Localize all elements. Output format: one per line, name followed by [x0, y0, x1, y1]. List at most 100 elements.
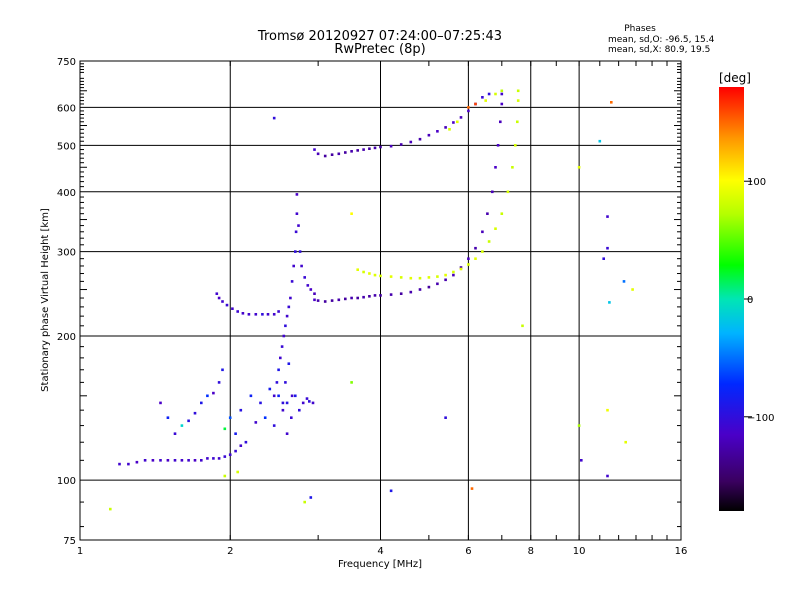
data-point — [598, 139, 602, 143]
x-tick-labels: 1 2 4 6 8 10 16 — [77, 546, 688, 557]
data-point — [193, 411, 197, 415]
data-point — [409, 290, 413, 294]
data-point — [279, 356, 282, 360]
data-point — [373, 146, 377, 150]
data-point — [285, 432, 289, 435]
data-point — [337, 152, 341, 156]
data-point — [305, 397, 309, 400]
data-point — [521, 324, 524, 328]
data-point — [427, 133, 431, 137]
data-point — [221, 368, 224, 372]
data-point — [309, 496, 313, 499]
data-point — [212, 457, 215, 460]
y-tick-label: 500 — [57, 141, 76, 152]
data-point — [399, 143, 403, 146]
data-point — [261, 313, 264, 316]
data-point — [500, 102, 504, 106]
data-point — [452, 270, 455, 274]
data-point — [206, 457, 209, 460]
data-point — [444, 416, 447, 419]
data-point — [606, 408, 609, 412]
data-point — [484, 99, 487, 102]
x-tick-label: 16 — [675, 546, 688, 557]
data-point — [200, 401, 203, 405]
data-point — [474, 257, 477, 260]
data-point — [249, 394, 253, 398]
data-point — [212, 391, 215, 395]
data-point — [284, 324, 287, 328]
data-point — [294, 394, 297, 398]
data-point — [456, 120, 459, 124]
data-point — [294, 230, 298, 234]
data-point — [368, 147, 371, 150]
data-point — [356, 296, 359, 300]
data-point — [481, 230, 484, 234]
phase-stats-x: mean, sd,X: 80.9, 19.5 — [608, 45, 710, 55]
colorbar-label: [deg] — [719, 71, 751, 85]
colorbar-tick-label: 0 — [747, 295, 753, 306]
y-tick-label: 200 — [57, 332, 76, 343]
data-point — [467, 109, 470, 113]
data-point — [467, 257, 470, 260]
data-point — [275, 381, 279, 384]
colorbar-tick-label: 100 — [747, 177, 766, 188]
data-point — [368, 295, 371, 298]
data-point — [494, 227, 497, 230]
data-point — [448, 128, 451, 131]
data-point — [311, 401, 315, 405]
data-point — [221, 300, 224, 303]
data-point — [491, 190, 494, 194]
data-point — [496, 144, 500, 147]
x-tick-label: 10 — [573, 546, 586, 557]
data-point — [303, 276, 306, 279]
data-point — [217, 296, 221, 300]
data-point — [263, 416, 267, 419]
data-point — [323, 154, 327, 158]
data-point — [231, 307, 234, 310]
data-point — [474, 246, 477, 250]
data-point — [418, 288, 422, 291]
data-point — [166, 416, 170, 419]
data-point — [436, 282, 439, 286]
minor-ticks — [79, 60, 682, 540]
data-point — [217, 381, 221, 384]
data-point — [514, 144, 517, 147]
chart-title: Tromsø 20120927 07:24:00–07:25:43 — [257, 29, 502, 44]
data-point — [494, 166, 497, 169]
data-point — [459, 267, 463, 271]
data-point — [350, 381, 353, 384]
data-point — [631, 288, 634, 291]
data-point — [368, 272, 371, 275]
data-point — [610, 101, 613, 104]
data-point — [459, 116, 463, 119]
data-point — [444, 278, 447, 282]
data-point — [516, 120, 519, 124]
data-point — [389, 144, 393, 148]
data-point — [223, 455, 227, 458]
data-point — [266, 313, 270, 316]
data-point — [247, 313, 251, 316]
data-point — [577, 424, 581, 427]
data-point — [337, 298, 341, 302]
data-point — [180, 459, 184, 462]
data-point — [228, 416, 232, 419]
data-point — [284, 381, 287, 384]
data-point — [259, 401, 262, 405]
data-point — [193, 459, 197, 462]
data-point — [356, 149, 359, 152]
data-point — [298, 250, 302, 253]
data-point — [294, 250, 297, 253]
data-point — [268, 387, 272, 391]
data-point — [282, 334, 286, 338]
data-point — [427, 285, 431, 289]
data-point — [272, 313, 276, 316]
data-point — [200, 459, 203, 462]
data-point — [444, 126, 447, 129]
data-point — [236, 310, 239, 313]
data-point — [379, 294, 382, 297]
data-point — [272, 424, 276, 427]
data-point — [301, 401, 305, 405]
data-point — [234, 449, 237, 453]
data-point — [606, 246, 609, 250]
y-axis-label: Stationary phase Virtual Height [km] — [40, 208, 51, 392]
